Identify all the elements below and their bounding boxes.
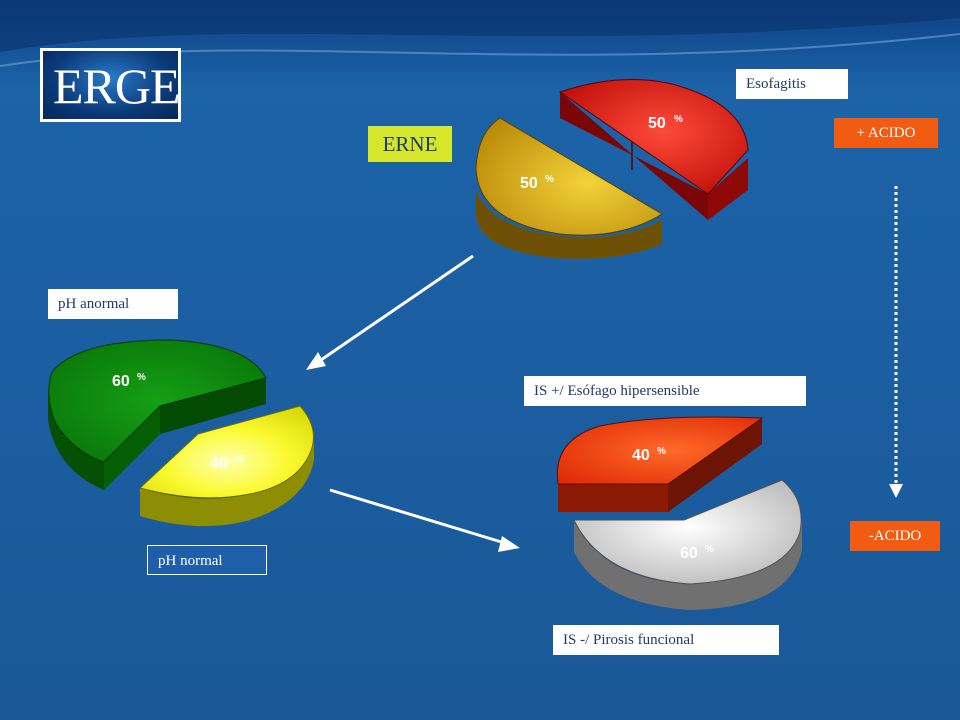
pie-right-orange-wall (558, 484, 668, 512)
title-logo: ERGE (40, 48, 181, 122)
label-is-positive: IS +/ Esófago hipersensible (524, 376, 806, 406)
pie-left-green-unit: % (137, 372, 146, 383)
pie-top-gold-value: 50 (520, 175, 538, 192)
erne-label: ERNE (368, 126, 452, 162)
pie-top-gold-slice (475, 117, 663, 236)
pie-left (48, 339, 314, 527)
pie-top (475, 79, 749, 259)
pie-right-gray-unit: % (705, 544, 714, 555)
pie-right-gray-wall (574, 520, 802, 610)
arrow-acido-scale (889, 186, 903, 498)
pie-left-yellow-wall (140, 432, 314, 527)
pie-right-gray-value: 60 (680, 545, 698, 562)
pie-left-green-wall (48, 392, 104, 490)
pie-top-red-unit: % (674, 114, 683, 125)
pie-top-red-wall-inner (560, 92, 708, 220)
pie-left-green-slice (48, 339, 267, 463)
label-esofagitis: Esofagitis (736, 69, 848, 99)
pie-top-gold-unit: % (545, 174, 554, 185)
pie-right-gray-slice (573, 479, 802, 585)
header-wave (0, 0, 960, 52)
arrow-left-to-right (329, 488, 520, 552)
pie-right-orange-value: 40 (632, 447, 650, 464)
pie-left-green-value: 60 (112, 373, 130, 390)
pie-left-yellow-slice (138, 405, 314, 499)
title-text: ERGE (53, 58, 180, 114)
label-acido-plus: + ACIDO (834, 118, 938, 148)
label-ph-normal: pH normal (147, 545, 267, 575)
pie-right-orange-unit: % (657, 446, 666, 457)
label-is-negative: IS -/ Pirosis funcional (553, 625, 779, 655)
pie-top-red-value: 50 (648, 115, 666, 132)
pie-top-red-slice (558, 79, 749, 195)
pie-right-orange-slice (556, 416, 764, 485)
pie-right (556, 416, 802, 610)
label-acido-minus: -ACIDO (850, 521, 940, 551)
label-ph-anormal: pH anormal (48, 289, 178, 319)
pie-left-yellow-unit: % (235, 454, 244, 465)
pie-left-yellow-value: 40 (210, 455, 228, 472)
arrow-top-to-left (306, 254, 474, 370)
pie-top-red-wall-outer (708, 158, 748, 220)
